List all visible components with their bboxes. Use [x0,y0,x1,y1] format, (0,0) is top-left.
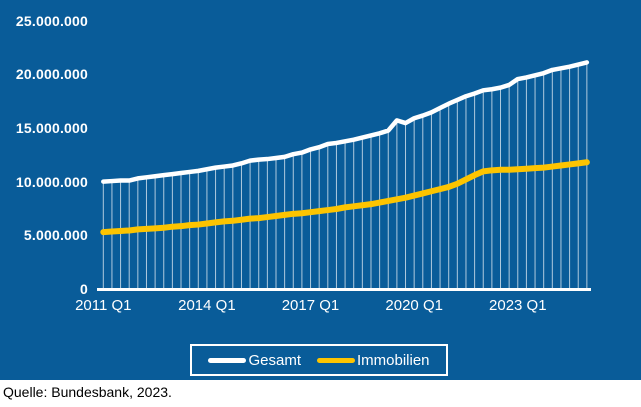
x-axis-tick-label: 2011 Q1 [75,297,132,314]
gesamt-line-swatch-icon [208,357,247,363]
y-axis-tick-label: 5.000.000 [23,227,88,244]
y-axis-tick-label: 20.000.000 [15,66,88,83]
y-axis-tick-label: 25.000.000 [15,12,88,29]
legend-label: Gesamt [248,351,301,369]
source-footer: Quelle: Bundesbank, 2023. [0,380,641,407]
y-axis-tick-label: 0 [80,281,88,297]
y-axis-tick-label: 15.000.000 [15,119,88,136]
legend: Gesamt Immobilien [190,344,448,376]
legend-item-gesamt: Gesamt [208,352,301,369]
x-axis-tick-label: 2020 Q1 [385,297,443,314]
x-axis-tick-label: 2023 Q1 [489,297,547,314]
legend-item-immobilien: Immobilien [316,351,430,369]
legend-label: Immobilien [356,351,430,369]
source-text: Quelle: Bundesbank, 2023. [3,384,172,400]
immobilien-line-swatch-icon [316,357,355,363]
x-axis-tick-label: 2014 Q1 [178,297,236,314]
x-axis-tick-label: 2017 Q1 [281,297,340,314]
plot-area [97,60,591,291]
chart-panel: 25.000.000 20.000.000 15.000.000 10.000.… [0,0,641,380]
y-axis-tick-label: 10.000.000 [15,173,88,190]
